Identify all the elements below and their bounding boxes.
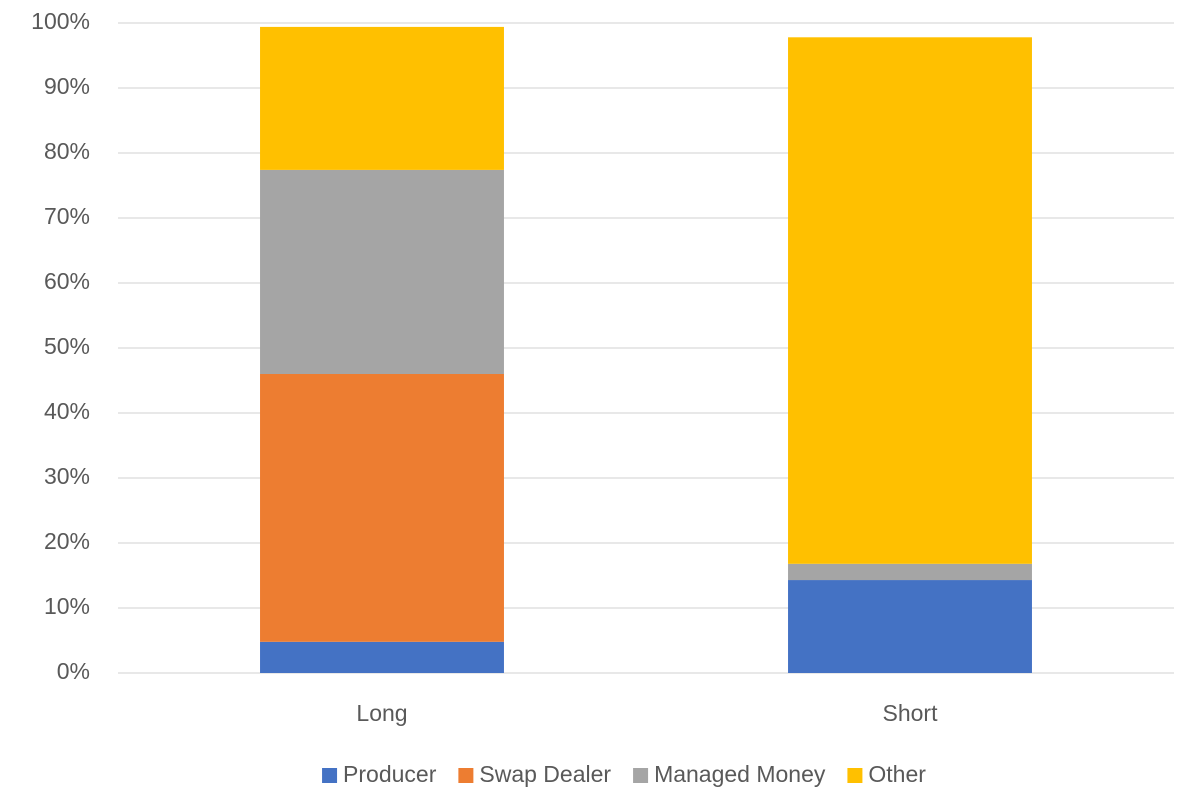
legend-label: Managed Money [654, 761, 826, 787]
y-tick-label: 80% [44, 138, 90, 164]
y-tick-label: 40% [44, 398, 90, 424]
bar-segment [260, 169, 504, 374]
bar-segment [788, 580, 1032, 673]
bar-segment [788, 563, 1032, 581]
y-tick-label: 10% [44, 593, 90, 619]
y-tick-label: 70% [44, 203, 90, 229]
legend-label: Producer [343, 761, 437, 787]
legend-swatch [633, 768, 649, 783]
y-tick-label: 100% [31, 8, 90, 34]
legend-swatch [322, 768, 338, 783]
y-tick-label: 50% [44, 333, 90, 359]
x-tick-label: Short [883, 700, 939, 726]
bar-segment [260, 26, 504, 170]
bar-segment [788, 37, 1032, 564]
y-tick-label: 60% [44, 268, 90, 294]
legend-swatch [458, 768, 474, 783]
legend-label: Swap Dealer [479, 761, 611, 787]
legend-swatch [847, 768, 863, 783]
y-tick-label: 90% [44, 73, 90, 99]
y-tick-label: 20% [44, 528, 90, 554]
bar-segment [260, 641, 504, 673]
y-tick-label: 30% [44, 463, 90, 489]
y-tick-label: 0% [57, 658, 90, 684]
legend-label: Other [868, 761, 926, 787]
x-tick-label: Long [356, 700, 407, 726]
bar-segment [260, 374, 504, 642]
